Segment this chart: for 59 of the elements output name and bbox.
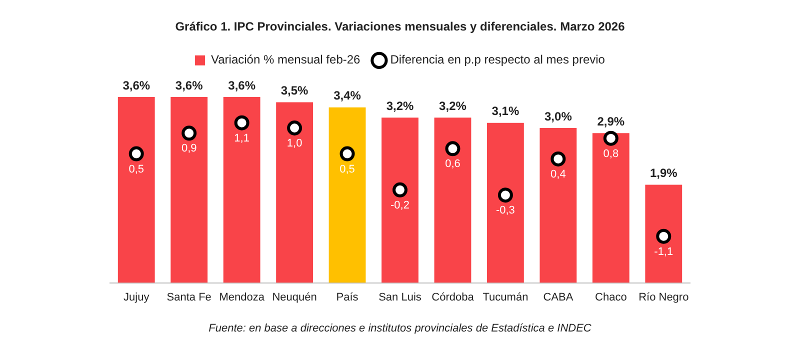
data-label: 3,6% <box>228 78 256 92</box>
data-label: 3,6% <box>175 78 204 92</box>
data-label: 0,8 <box>603 148 619 160</box>
data-label: 3,0% <box>544 109 572 124</box>
bar <box>118 97 155 283</box>
data-label: 0,6 <box>445 158 460 170</box>
point <box>234 115 250 130</box>
data-label: 3,2% <box>439 98 467 113</box>
x-tick-label: Chaco <box>595 291 627 304</box>
data-label: 3,1% <box>492 104 520 118</box>
x-tick-label: Río Negro <box>638 291 689 304</box>
point <box>603 130 618 146</box>
data-label: 0,9 <box>181 142 197 155</box>
point <box>182 126 197 141</box>
data-label: -1,1 <box>654 246 674 258</box>
bar <box>645 184 682 283</box>
data-label: 1,0 <box>286 138 302 150</box>
legend-label: Diferencia en p.p respecto al mes previo <box>390 52 606 67</box>
point <box>128 146 144 162</box>
x-tick-label: Neuquén <box>272 291 317 304</box>
x-tick-label: Mendoza <box>219 291 266 304</box>
bar <box>170 97 208 283</box>
bar <box>223 97 260 283</box>
source-note: Fuente: en base a direcciones e institutos provinciales de Estadística e INDEC <box>208 322 592 335</box>
data-label: -0,3 <box>496 204 515 217</box>
data-label: 3,2% <box>386 98 414 113</box>
bar <box>328 107 366 283</box>
bar <box>276 102 313 283</box>
x-tick-label: País <box>336 291 359 304</box>
data-label: 3,5% <box>280 84 309 98</box>
bar <box>592 133 630 283</box>
x-tick-label: Jujuy <box>124 291 150 304</box>
point <box>392 182 408 198</box>
point <box>656 228 672 244</box>
bar <box>434 118 472 283</box>
data-label: 0,5 <box>128 163 144 176</box>
bar <box>540 128 577 283</box>
data-label: 3,4% <box>334 88 362 103</box>
x-tick-label: San Luis <box>378 291 422 304</box>
data-label: 0,5 <box>340 163 355 176</box>
point <box>498 188 513 203</box>
data-label: 1,9% <box>650 166 678 180</box>
point <box>550 151 566 166</box>
point <box>340 146 355 162</box>
bar <box>487 122 524 283</box>
data-label: 3,6% <box>122 78 150 92</box>
data-label: 0,4 <box>550 168 566 180</box>
x-tick-label: Santa Fe <box>166 291 212 304</box>
x-tick-label: Córdoba <box>432 291 475 304</box>
legend-label: Variación % mensual feb-26 <box>211 52 361 67</box>
chart-title: Gráfico 1. IPC Provinciales. Variaciones mensuales y diferenciales. Marzo 2026 <box>175 20 626 34</box>
point <box>287 120 302 136</box>
x-tick-label: CABA <box>543 291 574 304</box>
data-label: -0,2 <box>390 199 410 212</box>
point <box>445 141 460 156</box>
data-label: 2,9% <box>597 114 625 128</box>
x-tick-label: Tucumán <box>482 291 528 304</box>
data-label: 1,1 <box>234 132 250 144</box>
bar <box>382 118 418 283</box>
